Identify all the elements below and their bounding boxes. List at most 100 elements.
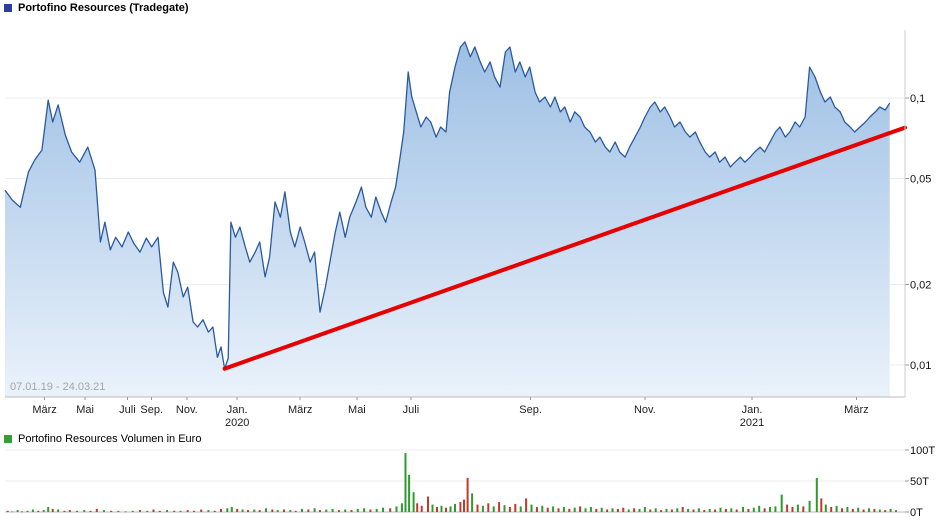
volume-bar xyxy=(654,508,657,512)
volume-bar xyxy=(325,509,328,512)
volume-bar xyxy=(68,510,71,512)
volume-bar xyxy=(63,510,66,512)
volume-bar xyxy=(436,507,438,512)
volume-bar xyxy=(763,508,766,512)
volume-bar xyxy=(681,507,684,512)
volume-bar xyxy=(449,506,452,512)
volume-bar xyxy=(857,507,860,512)
price-y-tick-label: 0,1 xyxy=(910,93,925,105)
volume-bar xyxy=(546,507,549,512)
volume-bar xyxy=(627,509,630,512)
volume-bar xyxy=(519,506,522,512)
volume-bar xyxy=(186,510,189,512)
price-legend-icon xyxy=(4,4,12,12)
price-x-tick-label: Jan. xyxy=(742,404,763,416)
volume-bar xyxy=(173,510,176,512)
volume-bar xyxy=(724,508,727,512)
volume-bar xyxy=(445,507,447,512)
volume-bar xyxy=(747,508,750,512)
volume-bar xyxy=(638,508,641,512)
volume-bar xyxy=(851,508,854,512)
volume-bar xyxy=(873,508,876,512)
volume-bar xyxy=(276,510,279,512)
volume-bar xyxy=(719,507,722,512)
volume-bar xyxy=(476,504,479,512)
volume-bar xyxy=(389,508,392,512)
volume-bar xyxy=(420,505,423,512)
price-x-tick-label: Mai xyxy=(348,404,366,416)
volume-bar xyxy=(835,505,838,512)
volume-bar xyxy=(11,511,14,513)
volume-bar xyxy=(247,510,249,512)
volume-bar xyxy=(57,509,60,512)
volume-bar xyxy=(89,510,92,512)
volume-bar xyxy=(514,503,517,512)
price-x-tick-label: Nov. xyxy=(176,404,198,416)
volume-bar xyxy=(889,508,892,512)
volume-bar xyxy=(884,510,887,512)
volume-bar xyxy=(220,508,222,512)
volume-bar xyxy=(412,492,415,512)
volume-bar xyxy=(530,504,533,512)
price-x-tick-label: März xyxy=(32,404,56,416)
volume-bar xyxy=(258,510,261,512)
volume-bar xyxy=(562,507,565,512)
volume-bar xyxy=(714,509,717,512)
price-chart-title: Portofino Resources (Tradegate) xyxy=(18,2,189,14)
volume-bar xyxy=(440,505,443,512)
volume-bar xyxy=(139,510,141,512)
volume-bar xyxy=(649,509,652,512)
volume-bar xyxy=(780,494,783,512)
volume-bar xyxy=(687,508,690,512)
volume-bar xyxy=(152,509,155,512)
volume-bar xyxy=(179,510,182,512)
volume-bar xyxy=(611,508,614,512)
volume-bar xyxy=(670,509,673,512)
volume-bar xyxy=(83,510,86,512)
volume-bar xyxy=(103,510,105,512)
volume-bar xyxy=(337,510,340,512)
volume-bar xyxy=(616,508,619,512)
volume-bar xyxy=(742,507,744,512)
price-x-tick-label: März xyxy=(288,404,312,416)
volume-bar xyxy=(427,496,429,512)
volume-bar xyxy=(16,510,19,512)
price-x-tick-label: März xyxy=(844,404,868,416)
year-label: 2020 xyxy=(225,417,249,429)
volume-bar xyxy=(676,508,679,512)
volume-bar xyxy=(21,511,24,513)
volume-bar xyxy=(76,510,78,512)
volume-bar xyxy=(802,506,805,512)
volume-bar xyxy=(350,510,353,512)
price-area-fill xyxy=(5,41,890,398)
volume-bar xyxy=(369,509,372,512)
volume-bar xyxy=(862,509,865,512)
volume-bar xyxy=(307,509,310,512)
volume-bar xyxy=(454,503,456,512)
price-x-tick-label: Sep. xyxy=(519,404,542,416)
volume-bar xyxy=(508,507,511,512)
volume-bar xyxy=(363,508,366,512)
volume-bar xyxy=(344,509,347,512)
volume-bar xyxy=(665,508,668,512)
year-label: 2021 xyxy=(740,417,764,429)
volume-bar xyxy=(815,477,818,512)
volume-bar xyxy=(487,503,490,512)
volume-bar xyxy=(573,507,576,512)
price-x-tick-label: Nov. xyxy=(634,404,656,416)
volume-bar xyxy=(95,508,98,512)
price-x-tick-label: Juli xyxy=(403,404,420,416)
volume-bar xyxy=(265,508,267,512)
volume-bar xyxy=(633,508,636,512)
volume-bar xyxy=(808,500,811,512)
volume-bar xyxy=(213,510,216,512)
volume-bar xyxy=(400,503,403,512)
volume-bar xyxy=(301,508,303,512)
volume-bar xyxy=(735,509,738,512)
volume-bar xyxy=(622,507,625,512)
volume-bar xyxy=(375,508,378,512)
volume-bar xyxy=(158,510,161,512)
volume-bar xyxy=(552,506,555,512)
volume-bar xyxy=(752,507,755,512)
volume-bar xyxy=(568,508,571,512)
